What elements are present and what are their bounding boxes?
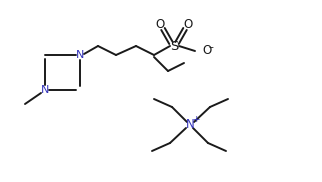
Text: O: O: [156, 19, 165, 31]
Text: O: O: [183, 19, 193, 31]
Text: N: N: [185, 118, 194, 132]
Text: S: S: [170, 39, 178, 52]
Text: +: +: [192, 116, 200, 124]
Text: N: N: [41, 85, 49, 95]
Text: N: N: [76, 50, 84, 60]
Text: –: –: [209, 42, 213, 52]
Text: O: O: [202, 45, 211, 58]
